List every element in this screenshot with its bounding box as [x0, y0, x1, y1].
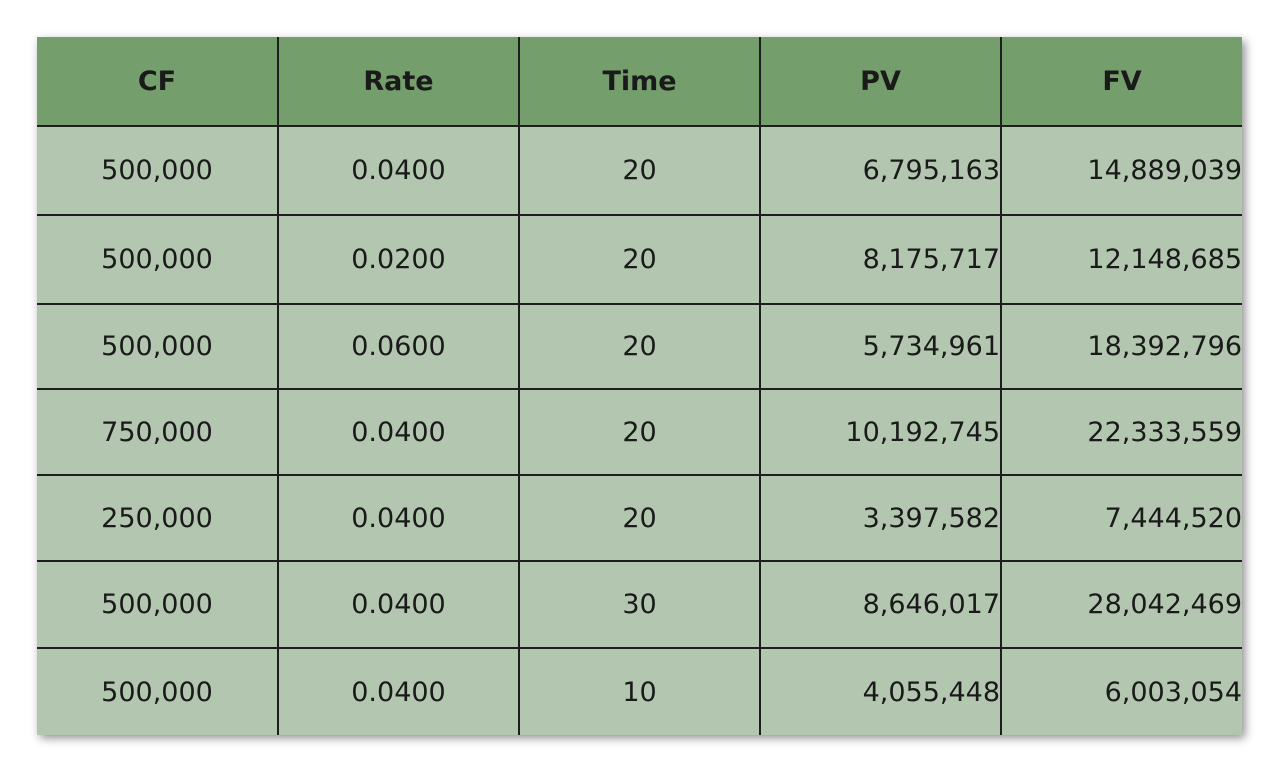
cell-pv: 3,397,582 [759, 474, 1002, 562]
cell-rate: 0.0400 [277, 388, 520, 476]
cell-fv: 14,889,039 [1000, 125, 1242, 216]
cell-time: 30 [518, 560, 761, 649]
cell-fv: 28,042,469 [1000, 560, 1242, 649]
cell-pv: 8,646,017 [759, 560, 1002, 649]
cell-cf: 500,000 [37, 303, 279, 390]
cell-fv: 7,444,520 [1000, 474, 1242, 562]
cell-time: 20 [518, 125, 761, 216]
cell-time: 20 [518, 303, 761, 390]
cell-time: 20 [518, 388, 761, 476]
table-row: 500,000 0.0600 20 5,734,961 18,392,796 [37, 303, 1242, 390]
table-row: 500,000 0.0400 10 4,055,448 6,003,054 [37, 647, 1242, 735]
cell-fv: 6,003,054 [1000, 647, 1242, 735]
cell-time: 20 [518, 474, 761, 562]
cell-rate: 0.0400 [277, 647, 520, 735]
cell-cf: 500,000 [37, 647, 279, 735]
cell-rate: 0.0400 [277, 474, 520, 562]
cell-time: 20 [518, 214, 761, 305]
cell-pv: 4,055,448 [759, 647, 1002, 735]
cell-cf: 750,000 [37, 388, 279, 476]
cell-fv: 12,148,685 [1000, 214, 1242, 305]
cell-rate: 0.0200 [277, 214, 520, 305]
cell-cf: 500,000 [37, 125, 279, 216]
column-header-cf: CF [37, 37, 279, 127]
column-header-pv: PV [759, 37, 1002, 127]
cell-time: 10 [518, 647, 761, 735]
cell-pv: 10,192,745 [759, 388, 1002, 476]
cash-flow-table: CF Rate Time PV FV 500,000 0.0400 20 6,7… [37, 37, 1242, 735]
cell-fv: 18,392,796 [1000, 303, 1242, 390]
table-row: 500,000 0.0400 30 8,646,017 28,042,469 [37, 560, 1242, 649]
cell-rate: 0.0600 [277, 303, 520, 390]
cell-fv: 22,333,559 [1000, 388, 1242, 476]
cell-rate: 0.0400 [277, 125, 520, 216]
cell-cf: 500,000 [37, 560, 279, 649]
cell-pv: 8,175,717 [759, 214, 1002, 305]
cell-rate: 0.0400 [277, 560, 520, 649]
cell-cf: 500,000 [37, 214, 279, 305]
header-row: CF Rate Time PV FV [37, 37, 1242, 127]
table-container: CF Rate Time PV FV 500,000 0.0400 20 6,7… [37, 37, 1242, 735]
table-row: 500,000 0.0200 20 8,175,717 12,148,685 [37, 214, 1242, 305]
cell-pv: 6,795,163 [759, 125, 1002, 216]
cell-pv: 5,734,961 [759, 303, 1002, 390]
table-row: 250,000 0.0400 20 3,397,582 7,444,520 [37, 474, 1242, 562]
cell-cf: 250,000 [37, 474, 279, 562]
column-header-fv: FV [1000, 37, 1242, 127]
table-row: 750,000 0.0400 20 10,192,745 22,333,559 [37, 388, 1242, 476]
table-row: 500,000 0.0400 20 6,795,163 14,889,039 [37, 125, 1242, 216]
column-header-time: Time [518, 37, 761, 127]
column-header-rate: Rate [277, 37, 520, 127]
